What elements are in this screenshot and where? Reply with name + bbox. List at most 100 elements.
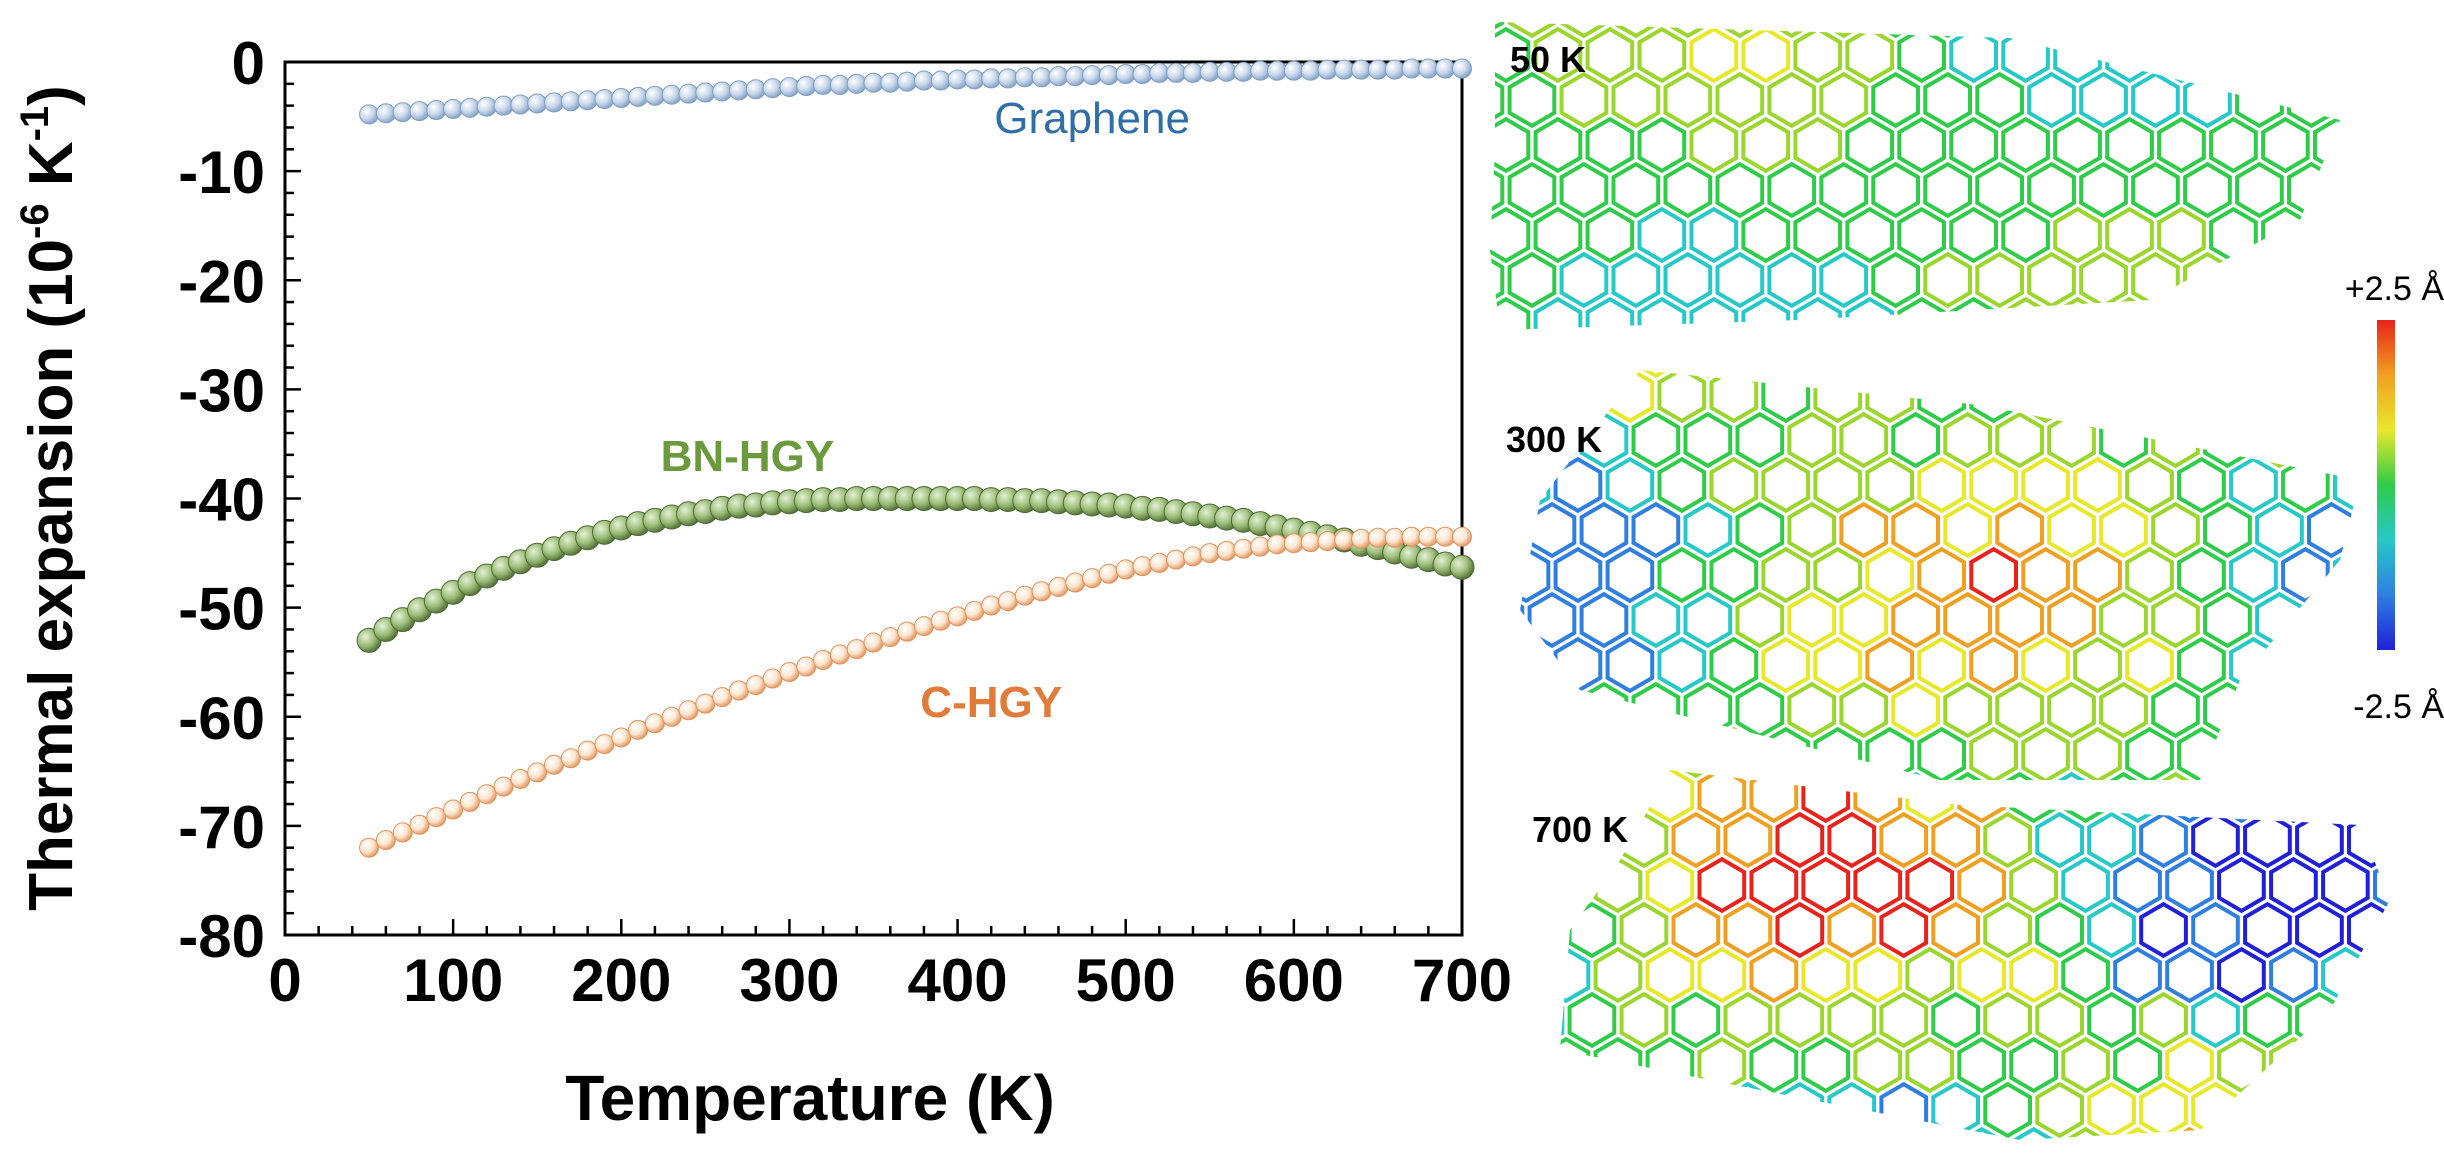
data-point	[644, 85, 665, 106]
lattice-ring	[1567, 901, 1617, 959]
lattice-ring	[1657, 456, 1707, 514]
data-point	[1132, 556, 1153, 577]
lattice-ring	[2373, 946, 2390, 1004]
lattice-ring	[1839, 501, 1889, 559]
series-graphene: Graphene	[359, 58, 1472, 143]
lattice-ring	[2047, 591, 2096, 649]
panel-label-50k: 50 K	[1510, 39, 1586, 80]
lattice-ring	[2427, 859, 2444, 911]
data-point	[1233, 61, 1254, 82]
lattice-ring	[1605, 636, 1655, 694]
y-tick-label: -40	[178, 467, 265, 534]
lattice-ring	[2027, 22, 2076, 39]
lattice-ring	[2235, 71, 2284, 129]
lattice-ring	[2281, 370, 2330, 424]
data-point	[779, 662, 800, 683]
data-point	[1317, 59, 1338, 80]
lattice-ring	[1723, 901, 1773, 959]
lattice-ring	[1767, 161, 1817, 219]
lattice-ring	[1735, 681, 1785, 739]
lattice-ring	[2373, 1126, 2390, 1140]
data-point	[796, 76, 817, 97]
y-axis-label-exp2: -1	[13, 106, 57, 142]
lattice-ring	[2387, 729, 2432, 781]
lattice-ring	[1520, 546, 1551, 604]
lattice-ring	[1579, 370, 1629, 379]
lattice-ring	[1943, 681, 1992, 739]
lattice-ring	[1490, 71, 1505, 129]
lattice-ring	[2255, 370, 2304, 379]
data-point	[1449, 554, 1475, 580]
lattice-ring	[1957, 946, 2006, 1004]
data-point	[829, 644, 850, 665]
data-point	[1031, 67, 1052, 88]
lattice-ring	[2105, 296, 2154, 330]
data-point	[1401, 58, 1422, 79]
lattice-ring	[1775, 991, 1825, 1049]
lattice-ring	[2001, 206, 2050, 264]
lattice-ring	[1969, 456, 2018, 514]
lattice-ring	[2333, 370, 2360, 424]
lattice-ring	[2099, 591, 2148, 649]
lattice-ring	[2157, 296, 2206, 330]
lattice-ring	[1819, 251, 1869, 309]
lattice-ring	[1787, 681, 1837, 739]
data-point	[1166, 62, 1187, 83]
lattice-ring	[2209, 26, 2258, 84]
lattice-ring	[1995, 370, 2044, 379]
lattice-ring	[1735, 411, 1785, 469]
lattice-ring	[1943, 591, 1992, 649]
lattice-ring	[2133, 344, 2178, 396]
lattice-ring	[1490, 161, 1505, 219]
lattice-ring	[2131, 251, 2180, 309]
lattice-ring	[1917, 456, 1966, 514]
lattice-ring	[1839, 681, 1889, 739]
lattice-ring	[1611, 251, 1661, 309]
lattice-ring	[1723, 811, 1773, 869]
lattice-ring	[2321, 1126, 2370, 1140]
y-tick-label: -60	[178, 685, 265, 752]
lattice-ring	[1845, 116, 1895, 174]
lattice-ring	[1749, 770, 1799, 824]
lattice-ring	[2281, 726, 2330, 780]
lattice-ring	[1605, 456, 1655, 514]
lattice-ring	[1657, 546, 1707, 604]
lattice-ring	[1619, 901, 1669, 959]
lattice-ring	[1533, 116, 1583, 174]
data-point	[510, 94, 531, 115]
y-tick-label: -70	[178, 794, 265, 861]
lattice-ring	[2321, 770, 2370, 824]
lattice-ring	[2427, 1039, 2444, 1091]
lattice-ring	[2073, 726, 2122, 780]
lattice-ring	[2165, 1126, 2214, 1140]
lattice-ring	[1897, 296, 1946, 330]
lattice-ring	[1853, 946, 1903, 1004]
lattice-ring	[2321, 946, 2370, 1004]
panel-label-700k: 700 K	[1532, 809, 1628, 850]
lattice-ring	[2401, 1084, 2444, 1136]
lattice-ring	[1969, 636, 2018, 694]
lattice-ring	[1637, 206, 1687, 264]
data-point	[1098, 563, 1119, 584]
lattice-ring	[2347, 901, 2390, 959]
lattice-ring	[1671, 770, 1721, 779]
lattice-ring	[2021, 726, 2070, 780]
lattice-ring	[2373, 1036, 2390, 1094]
lattice-ring	[1741, 26, 1791, 84]
data-point	[661, 84, 682, 105]
lattice-ring	[2105, 116, 2154, 174]
lattice-ring	[2307, 501, 2356, 559]
lattice-ring	[2125, 456, 2174, 514]
lattice-ring	[1865, 370, 1915, 424]
lattice-ring	[1995, 501, 2044, 559]
lattice-panels	[1490, 22, 2444, 1140]
lattice-ring	[2053, 116, 2102, 174]
lattice-ring	[2401, 904, 2444, 956]
lattice-ring	[1749, 1036, 1799, 1094]
x-tick-label: 400	[908, 947, 1008, 1014]
lattice-ring	[1507, 161, 1557, 219]
data-point	[1418, 526, 1439, 547]
lattice-ring	[2313, 206, 2340, 264]
lattice-ring	[1793, 116, 1843, 174]
lattice-ring	[2401, 994, 2444, 1046]
